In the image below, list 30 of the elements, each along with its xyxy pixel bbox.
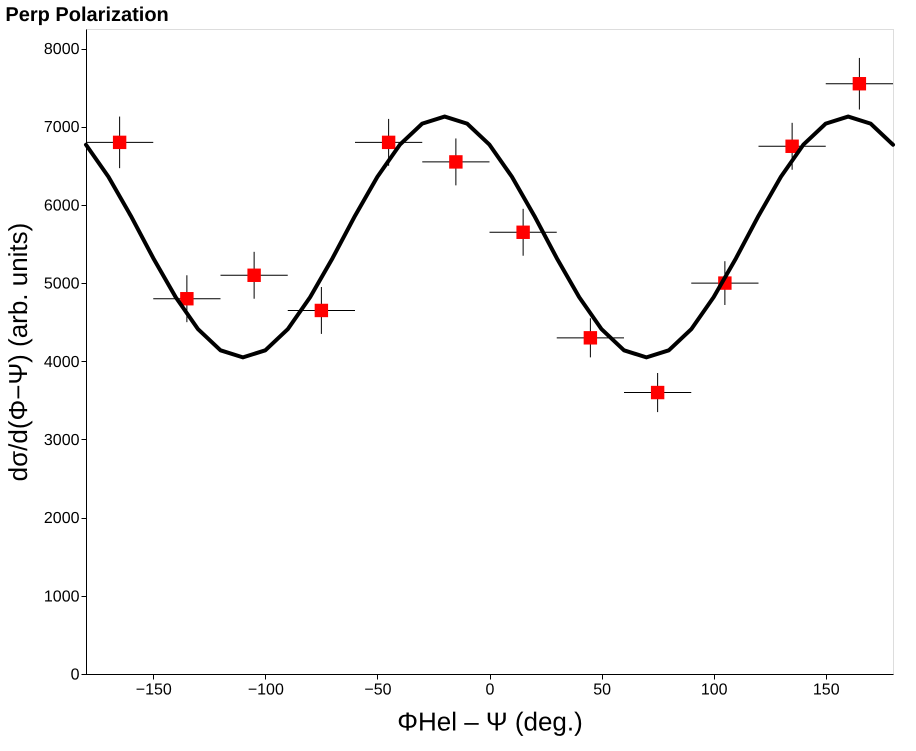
y-tick-label: 2000 [44, 510, 80, 528]
x-tick-label: −100 [248, 682, 284, 698]
y-tick-label: 5000 [44, 276, 80, 293]
x-tick-label: −150 [136, 682, 172, 698]
point [180, 292, 194, 306]
point [247, 268, 261, 282]
y-tick-label: 6000 [44, 197, 80, 214]
y-tick-label: 1000 [44, 588, 80, 606]
y-tick-label: 0 [70, 666, 80, 684]
y-tick-label: 8000 [44, 41, 80, 58]
point [516, 226, 530, 239]
point [314, 304, 328, 318]
chart-title: Perp Polarization [5, 4, 169, 26]
y-tick-label: 7000 [44, 119, 80, 136]
point [852, 77, 866, 90]
x-tick-label: 150 [812, 682, 840, 698]
y-axis-title: dσ/d(Φ−Ψ) (arb. units) [2, 222, 33, 482]
x-tick-label: −50 [364, 682, 392, 698]
point [112, 136, 126, 150]
x-tick-label: 0 [486, 682, 495, 698]
y-tick-label: 3000 [44, 432, 80, 449]
x-tick-label: 100 [700, 682, 728, 698]
point [382, 136, 396, 150]
x-tick-label: 50 [593, 682, 612, 698]
point [650, 386, 664, 400]
y-tick-label: 4000 [44, 354, 80, 371]
point [449, 155, 463, 169]
point [785, 140, 799, 153]
point [584, 331, 598, 345]
x-axis-title: ΦHel – Ψ (deg.) [397, 706, 583, 736]
